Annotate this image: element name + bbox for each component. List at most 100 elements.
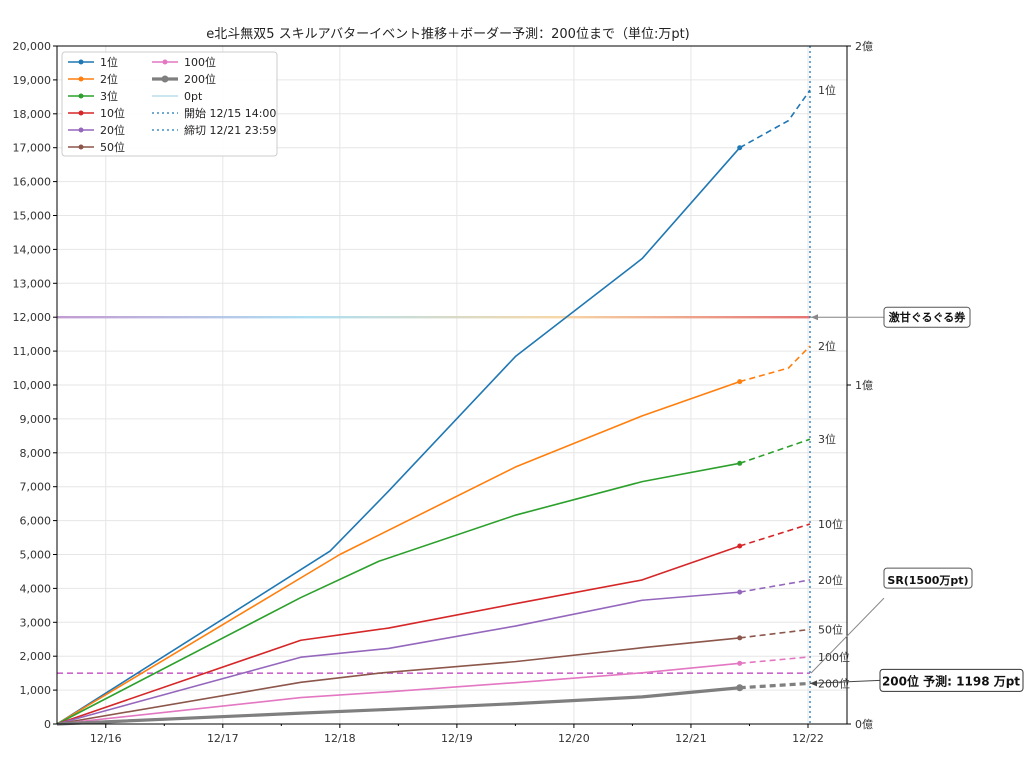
y-tick-label: 11,000	[13, 345, 52, 358]
series-marker-6	[737, 660, 743, 666]
callout-box	[883, 306, 971, 328]
legend-label: 10位	[100, 106, 125, 120]
y-tick-label: 10,000	[13, 379, 52, 392]
series-end-label-0: 1位	[818, 83, 836, 97]
callout-arrow-head	[811, 314, 818, 321]
legend-label: 50位	[100, 140, 125, 154]
series-forecast-7	[739, 681, 811, 690]
x-tick-label: 12/22	[792, 732, 824, 745]
series-marker-0	[737, 145, 743, 151]
series-end-label-3: 10位	[818, 517, 843, 531]
y-tick-label: 1,000	[20, 684, 52, 697]
series-marker-2	[737, 460, 743, 466]
y-tick-label: 13,000	[13, 277, 52, 290]
prediction-arrow	[809, 679, 881, 684]
y-tick-label: 4,000	[20, 582, 52, 595]
legend-label: 2位	[100, 72, 118, 86]
legend-label: 締切 12/21 23:59	[184, 123, 276, 137]
x-tick-label: 12/16	[90, 732, 122, 745]
legend-marker	[78, 127, 84, 133]
series-marker-5	[737, 635, 743, 641]
end-labels: 1位 2位 3位 10位 20位 50位 100位 200位	[818, 83, 850, 690]
series-end-label-4: 20位	[818, 573, 843, 587]
series-line-3	[56, 545, 740, 725]
y-tick-label: 5,000	[20, 549, 52, 562]
series-marker-4	[737, 589, 743, 595]
x-tick-label: 12/21	[675, 732, 707, 745]
threshold-line-gurugurun	[57, 316, 810, 319]
legend-marker	[78, 76, 84, 82]
series-line-7	[56, 686, 740, 726]
series-lines	[56, 89, 811, 726]
y-tick-label: 20,000	[13, 40, 52, 53]
y2-tick-label: 2億	[855, 40, 873, 53]
series-forecast-2	[739, 438, 811, 465]
series-forecast-6	[739, 656, 811, 665]
series-line-5	[56, 637, 740, 725]
x-tick-label: 12/17	[207, 732, 239, 745]
legend-box	[61, 51, 278, 157]
y-tick-label: 16,000	[13, 176, 52, 189]
series-marker-1	[737, 379, 743, 385]
callout-box	[883, 567, 973, 589]
y-tick-label: 15,000	[13, 210, 52, 223]
legend-label: 200位	[184, 72, 216, 86]
y-tick-label: 8,000	[20, 447, 52, 460]
legend-marker	[78, 93, 84, 99]
legend-marker	[162, 59, 168, 65]
y-tick-label: 17,000	[13, 142, 52, 155]
legend-label: 1位	[100, 55, 118, 69]
legend-label: 3位	[100, 89, 118, 103]
y-tick-label: 6,000	[20, 515, 52, 528]
series-end-label-5: 50位	[818, 622, 843, 636]
legend-marker	[78, 59, 84, 65]
y-tick-label: 18,000	[13, 108, 52, 121]
legend-label: 0pt	[184, 90, 203, 103]
y-tick-label: 0	[44, 718, 51, 731]
series-line-0	[56, 147, 741, 725]
y-tick-label: 12,000	[13, 311, 52, 324]
callout-arrow	[810, 597, 885, 674]
callout-label-gurugurun: 激甘ぐるぐる券	[889, 310, 967, 324]
series-line-2	[56, 462, 740, 725]
legend-label: 開始 12/15 14:00	[184, 106, 276, 120]
series-marker-3	[737, 543, 743, 549]
series-marker-7	[736, 684, 744, 692]
y-tick-label: 3,000	[20, 616, 52, 629]
series-forecast-3	[739, 523, 811, 547]
x-tick-label: 12/18	[324, 732, 356, 745]
series-line-6	[56, 662, 740, 725]
y-tick-label: 14,000	[13, 243, 52, 256]
series-end-label-6: 100位	[818, 650, 850, 664]
legend-label: 100位	[184, 55, 216, 69]
series-line-4	[56, 591, 740, 725]
legend: 1位 2位 3位 10位 20位 50位 100位 200位 0pt 開始 12/15 14:00…	[61, 51, 278, 157]
legend-marker	[78, 110, 84, 116]
y2-tick-label: 0億	[855, 718, 873, 731]
legend-marker	[78, 144, 84, 150]
callout-label-sr: SR(1500万pt)	[887, 574, 968, 587]
x-tick-label: 12/20	[558, 732, 590, 745]
y2-tick-label: 1億	[855, 379, 873, 392]
y-tick-label: 7,000	[20, 481, 52, 494]
legend-label: 20位	[100, 123, 125, 137]
series-forecast-5	[739, 628, 811, 639]
chart-title: e北斗無双5 スキルアバターイベント推移＋ボーダー予測：200位まで（単位:万p…	[206, 26, 690, 42]
series-end-label-7: 200位	[818, 676, 850, 690]
y-tick-label: 9,000	[20, 413, 52, 426]
y-tick-label: 2,000	[20, 650, 52, 663]
series-line-1	[56, 380, 740, 725]
prediction-label: 200位 予測: 1198 万pt	[882, 673, 1020, 688]
y-tick-label: 19,000	[13, 74, 52, 87]
prediction-arrow-head	[810, 680, 817, 687]
prediction-box	[879, 668, 1024, 692]
axes: 0 1,000 2,000 3,000 4,000 5,000 6,000 7,000 8,00…	[13, 40, 874, 745]
series-end-label-1: 2位	[818, 339, 836, 353]
series-end-label-2: 3位	[818, 432, 836, 446]
series-forecast-0	[739, 89, 811, 149]
series-forecast-1	[739, 345, 811, 383]
legend-marker	[161, 75, 169, 83]
x-tick-label: 12/19	[441, 732, 473, 745]
series-forecast-4	[739, 579, 811, 593]
